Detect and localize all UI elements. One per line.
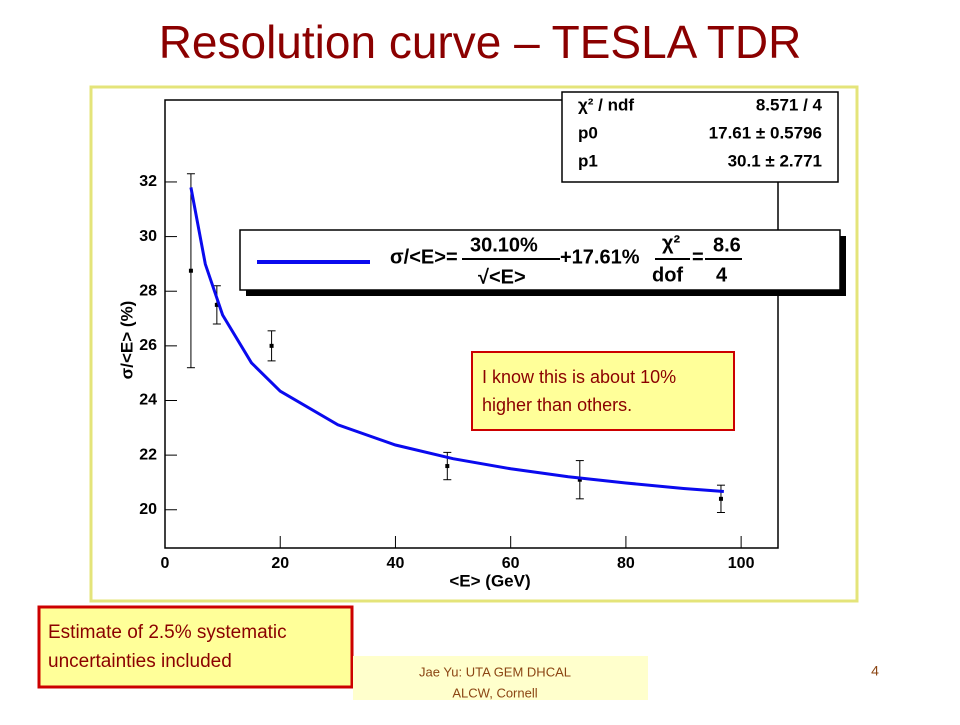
note-text: uncertainties included (48, 651, 232, 672)
y-tick-label: 22 (139, 446, 157, 463)
data-point (188, 268, 193, 273)
legend-text: √<E> (478, 266, 526, 288)
footer-box (353, 656, 648, 700)
x-axis-label: <E> (GeV) (449, 571, 530, 590)
stats-label: p1 (578, 151, 598, 170)
footer-text: Jae Yu: UTA GEM DHCAL (419, 664, 571, 679)
data-point (718, 496, 723, 501)
y-tick-label: 32 (139, 173, 157, 190)
footer-text: ALCW, Cornell (452, 685, 537, 700)
data-point (269, 343, 274, 348)
x-tick-label: 20 (271, 555, 289, 572)
callout-text: higher than others. (482, 395, 632, 415)
x-tick-label: 60 (502, 555, 520, 572)
stats-value: 17.61 ± 0.5796 (709, 123, 822, 142)
callout-text: I know this is about 10% (482, 367, 676, 387)
y-tick-label: 24 (139, 392, 157, 409)
callout-box (471, 351, 735, 431)
x-tick-label: 40 (387, 555, 405, 572)
data-point (577, 477, 582, 482)
stats-label: χ² / ndf (578, 95, 634, 114)
y-tick-label: 20 (139, 501, 157, 518)
data-point (445, 464, 450, 469)
stats-box (561, 91, 839, 183)
stats-value: 30.1 ± 2.771 (728, 151, 822, 170)
slide-title: Resolution curve – TESLA TDR (159, 16, 802, 68)
legend-text: χ² (662, 232, 681, 254)
legend-text: dof (652, 264, 683, 286)
note-text: Estimate of 2.5% systematic (48, 622, 287, 643)
axes-frame (164, 99, 779, 549)
y-tick-label: 30 (139, 228, 157, 245)
stats-value: 8.571 / 4 (756, 95, 823, 114)
x-tick-label: 80 (617, 555, 635, 572)
legend-text: σ/<E>= (390, 246, 458, 268)
stats: χ² / ndf 8.571 / 4 p0 17.61 ± 0.5796 p1 30.1 … (578, 95, 823, 170)
x-tick-label: 100 (728, 555, 755, 572)
legend-text: 8.6 (713, 234, 741, 256)
y-tick-label: 26 (139, 337, 157, 354)
legend-text: 30.10% (470, 234, 538, 256)
legend-text: +17.61% (560, 246, 640, 268)
legend-text: = (692, 246, 704, 268)
stats-label: p0 (578, 123, 598, 142)
page-number: 4 (871, 663, 879, 679)
note-box (37, 605, 354, 689)
fit-line (189, 187, 724, 493)
y-tick-label: 28 (139, 282, 157, 299)
data-point (214, 302, 219, 307)
x-tick-label: 0 (161, 555, 170, 572)
plot: 0 20 40 60 80 100 20 22 24 26 28 30 32 <E> (GeV) σ/<E>… (117, 173, 754, 590)
legend-text: 4 (716, 264, 728, 286)
y-axis-label: σ/<E> (%) (117, 301, 136, 380)
